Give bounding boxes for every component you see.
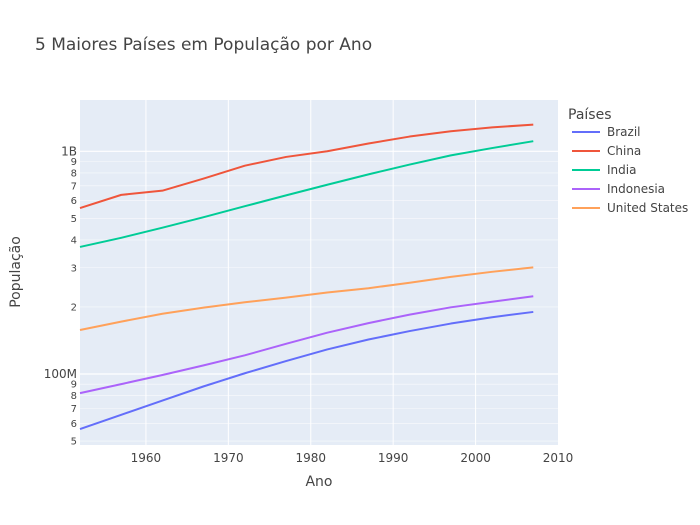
chart-title: 5 Maiores Países em População por Ano (35, 35, 372, 55)
legend-label-brazil[interactable]: Brazil (607, 125, 641, 139)
x-axis-title: Ano (305, 474, 332, 490)
y-minor-tick-label: 8 (71, 168, 77, 179)
plot-area (80, 100, 558, 445)
legend: Países Brazil China India Indonesia United S… (568, 107, 688, 215)
x-tick-label: 1960 (131, 451, 162, 465)
legend-label-indonesia[interactable]: Indonesia (607, 182, 665, 196)
y-minor-tick-label: 9 (71, 380, 77, 391)
y-minor-tick-label: 9 (71, 157, 77, 168)
x-tick-label: 1990 (378, 451, 409, 465)
x-tick-label: 2010 (543, 451, 574, 465)
y-minor-tick-label: 7 (71, 181, 77, 192)
series-line-united-states (79, 266, 534, 331)
y-minor-tick-label: 5 (71, 214, 77, 225)
legend-label-china[interactable]: China (607, 144, 641, 158)
x-tick-label: 1980 (295, 451, 326, 465)
y-minor-tick-label: 2 (71, 302, 77, 313)
y-major-tick-label: 1B (61, 144, 77, 158)
x-tick-label: 2000 (460, 451, 491, 465)
x-tick-label: 1970 (213, 451, 244, 465)
legend-title: Países (568, 107, 611, 123)
y-minor-tick-label: 5 (71, 437, 77, 448)
series-line-india (79, 140, 534, 248)
series-lines (79, 123, 534, 431)
y-major-tick-label: 100M (44, 367, 77, 381)
y-minor-tick-label: 3 (71, 263, 77, 274)
y-minor-tick-label: 8 (71, 391, 77, 402)
y-minor-tick-label: 4 (71, 235, 77, 246)
series-line-indonesia (79, 295, 534, 395)
series-line-brazil (79, 310, 534, 431)
y-axis-title: População (8, 236, 24, 308)
legend-label-india[interactable]: India (607, 163, 636, 177)
y-minor-tick-label: 6 (71, 419, 77, 430)
x-axis-ticks: 1960 1970 1980 1990 2000 2010 (131, 451, 574, 465)
series-line-china (79, 123, 534, 209)
y-minor-tick-label: 6 (71, 196, 77, 207)
y-minor-tick-label: 7 (71, 404, 77, 415)
legend-label-united-states[interactable]: United States (607, 201, 688, 215)
